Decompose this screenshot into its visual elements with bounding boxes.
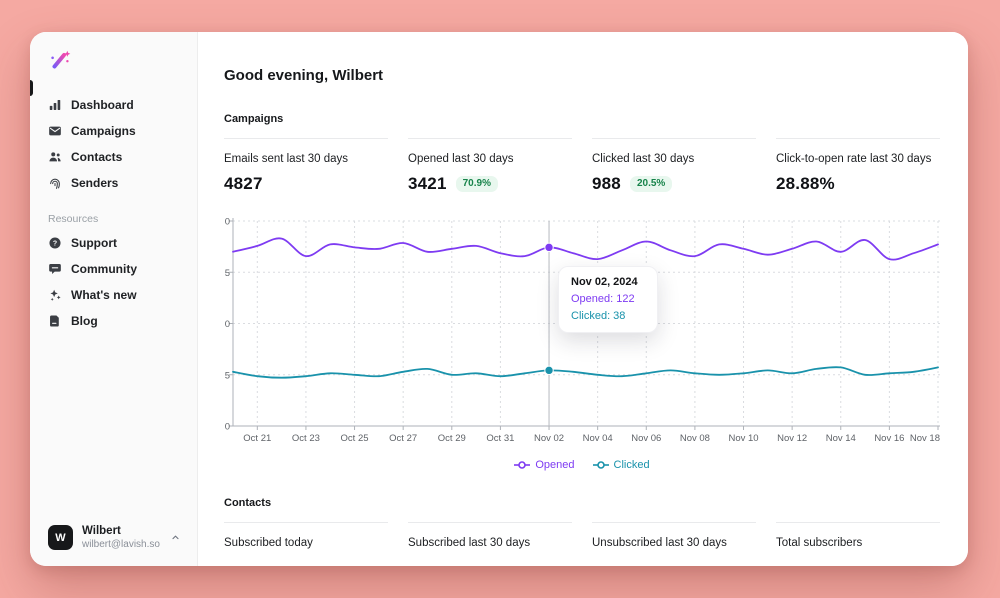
users-icon <box>49 152 61 162</box>
campaigns-stats-grid: Emails sent last 30 days 4827 Opened las… <box>224 138 940 194</box>
svg-text:0: 0 <box>225 217 230 228</box>
user-name: Wilbert <box>82 525 121 537</box>
legend-item-opened[interactable]: Opened <box>514 459 575 472</box>
tooltip-opened-value: Opened: 122 <box>571 293 635 306</box>
sidebar-item-support[interactable]: ? Support <box>30 230 197 256</box>
legend-marker-opened-icon <box>514 461 531 469</box>
stat-unsubscribed-30d: Unsubscribed last 30 days <box>592 522 756 554</box>
legend-marker-clicked-icon <box>592 461 609 469</box>
svg-text:Nov 06: Nov 06 <box>631 433 661 444</box>
svg-text:Nov 16: Nov 16 <box>874 433 904 444</box>
stat-label: Emails sent last 30 days <box>224 153 349 166</box>
svg-text:Nov 18: Nov 18 <box>910 433 940 444</box>
app-window: Dashboard Campaigns Contacts <box>30 32 968 566</box>
user-email: wilbert@lavish.so <box>82 539 160 550</box>
svg-text:5: 5 <box>225 370 230 381</box>
svg-text:Oct 21: Oct 21 <box>243 433 271 444</box>
stat-clicked: Clicked last 30 days 988 20.5% <box>592 138 756 194</box>
svg-text:Oct 27: Oct 27 <box>389 433 417 444</box>
fingerprint-icon <box>50 178 60 189</box>
contacts-stats-grid: Subscribed today Subscribed last 30 days… <box>224 522 940 554</box>
svg-text:Nov 12: Nov 12 <box>777 433 807 444</box>
stat-subscribed-30d: Subscribed last 30 days <box>408 522 572 554</box>
sidebar-item-label: What's new <box>71 288 137 302</box>
help-circle-icon: ? <box>49 237 61 249</box>
svg-text:Oct 31: Oct 31 <box>486 433 514 444</box>
svg-text:Oct 29: Oct 29 <box>438 433 466 444</box>
svg-text:Nov 04: Nov 04 <box>583 433 613 444</box>
legend-label: Clicked <box>613 459 650 472</box>
contacts-section-title: Contacts <box>224 497 272 510</box>
chart-legend: Opened Clicked <box>224 459 940 471</box>
sidebar-item-dashboard[interactable]: Dashboard <box>30 92 197 118</box>
page-title: Good evening, Wilbert <box>224 67 384 85</box>
stat-total-subscribers: Total subscribers <box>776 522 940 554</box>
chevron-up-icon <box>172 535 179 540</box>
sidebar-item-label: Support <box>71 236 117 250</box>
status-badge: 70.9% <box>455 176 498 193</box>
user-menu[interactable]: W Wilbert wilbert@lavish.so <box>30 513 197 566</box>
sidebar-item-label: Dashboard <box>71 98 134 112</box>
stat-label: Total subscribers <box>776 537 863 550</box>
campaigns-section-title: Campaigns <box>224 113 284 126</box>
tooltip-date: Nov 02, 2024 <box>571 276 638 289</box>
main-content: Good evening, Wilbert Campaigns Emails s… <box>198 32 968 566</box>
sidebar-item-senders[interactable]: Senders <box>30 170 197 196</box>
svg-text:Oct 23: Oct 23 <box>292 433 320 444</box>
envelope-icon <box>49 126 61 136</box>
svg-text:Nov 10: Nov 10 <box>728 433 758 444</box>
sidebar-item-label: Campaigns <box>71 124 136 138</box>
active-nav-indicator <box>30 80 33 96</box>
bar-chart-icon <box>49 100 61 110</box>
magic-wand-icon <box>51 50 71 69</box>
stat-label: Click-to-open rate last 30 days <box>776 153 932 166</box>
stat-value: 4827 <box>224 174 263 194</box>
chart-tooltip: Nov 02, 2024 Opened: 122 Clicked: 38 <box>558 266 658 334</box>
stat-label: Opened last 30 days <box>408 153 514 166</box>
avatar: W <box>48 525 73 550</box>
resources-section-label: Resources <box>48 213 99 225</box>
sidebar-item-blog[interactable]: Blog <box>30 308 197 334</box>
campaigns-line-chart[interactable]: 0 5 0 5 0 Oct 21 Oct 23 Oct 25 Oct 27 Oct 29 Oct 3… <box>224 214 940 451</box>
stat-label: Subscribed last 30 days <box>408 537 531 550</box>
sidebar-item-contacts[interactable]: Contacts <box>30 144 197 170</box>
svg-text:Nov 08: Nov 08 <box>680 433 710 444</box>
sidebar-item-label: Blog <box>71 314 98 328</box>
stat-label: Unsubscribed last 30 days <box>592 537 727 550</box>
status-badge: 20.5% <box>629 176 673 193</box>
sparkles-icon <box>50 289 61 301</box>
legend-label: Opened <box>535 459 575 472</box>
stat-value: 988 <box>592 174 621 194</box>
chart-canvas[interactable]: 0 5 0 5 0 Oct 21 Oct 23 Oct 25 Oct 27 Oct 29 Oct 3… <box>224 214 940 446</box>
sidebar: Dashboard Campaigns Contacts <box>30 32 198 566</box>
sidebar-item-label: Contacts <box>71 150 123 164</box>
svg-text:Nov 02: Nov 02 <box>534 433 564 444</box>
svg-text:0: 0 <box>225 422 230 433</box>
svg-text:?: ? <box>53 240 57 247</box>
svg-text:Oct 25: Oct 25 <box>341 433 369 444</box>
chat-bubble-icon <box>49 264 61 274</box>
sidebar-item-campaigns[interactable]: Campaigns <box>30 118 197 144</box>
app-logo[interactable] <box>48 48 72 72</box>
sidebar-item-label: Senders <box>71 176 119 190</box>
legend-item-clicked[interactable]: Clicked <box>592 459 650 472</box>
stat-opened: Opened last 30 days 3421 70.9% <box>408 138 572 194</box>
stat-emails-sent: Emails sent last 30 days 4827 <box>224 138 388 194</box>
svg-text:5: 5 <box>225 268 230 279</box>
svg-text:0: 0 <box>225 319 230 330</box>
svg-text:Nov 14: Nov 14 <box>826 433 856 444</box>
stat-value: 3421 <box>408 174 447 194</box>
tooltip-clicked-value: Clicked: 38 <box>571 310 626 323</box>
sidebar-item-community[interactable]: Community <box>30 256 197 282</box>
stat-click-to-open: Click-to-open rate last 30 days 28.88% <box>776 138 940 194</box>
document-icon <box>50 315 59 327</box>
stat-label: Subscribed today <box>224 537 313 550</box>
stat-label: Clicked last 30 days <box>592 153 695 166</box>
stat-subscribed-today: Subscribed today <box>224 522 388 554</box>
sidebar-item-whats-new[interactable]: What's new <box>30 282 197 308</box>
sidebar-item-label: Community <box>71 262 137 276</box>
stat-value: 28.88% <box>776 174 835 194</box>
